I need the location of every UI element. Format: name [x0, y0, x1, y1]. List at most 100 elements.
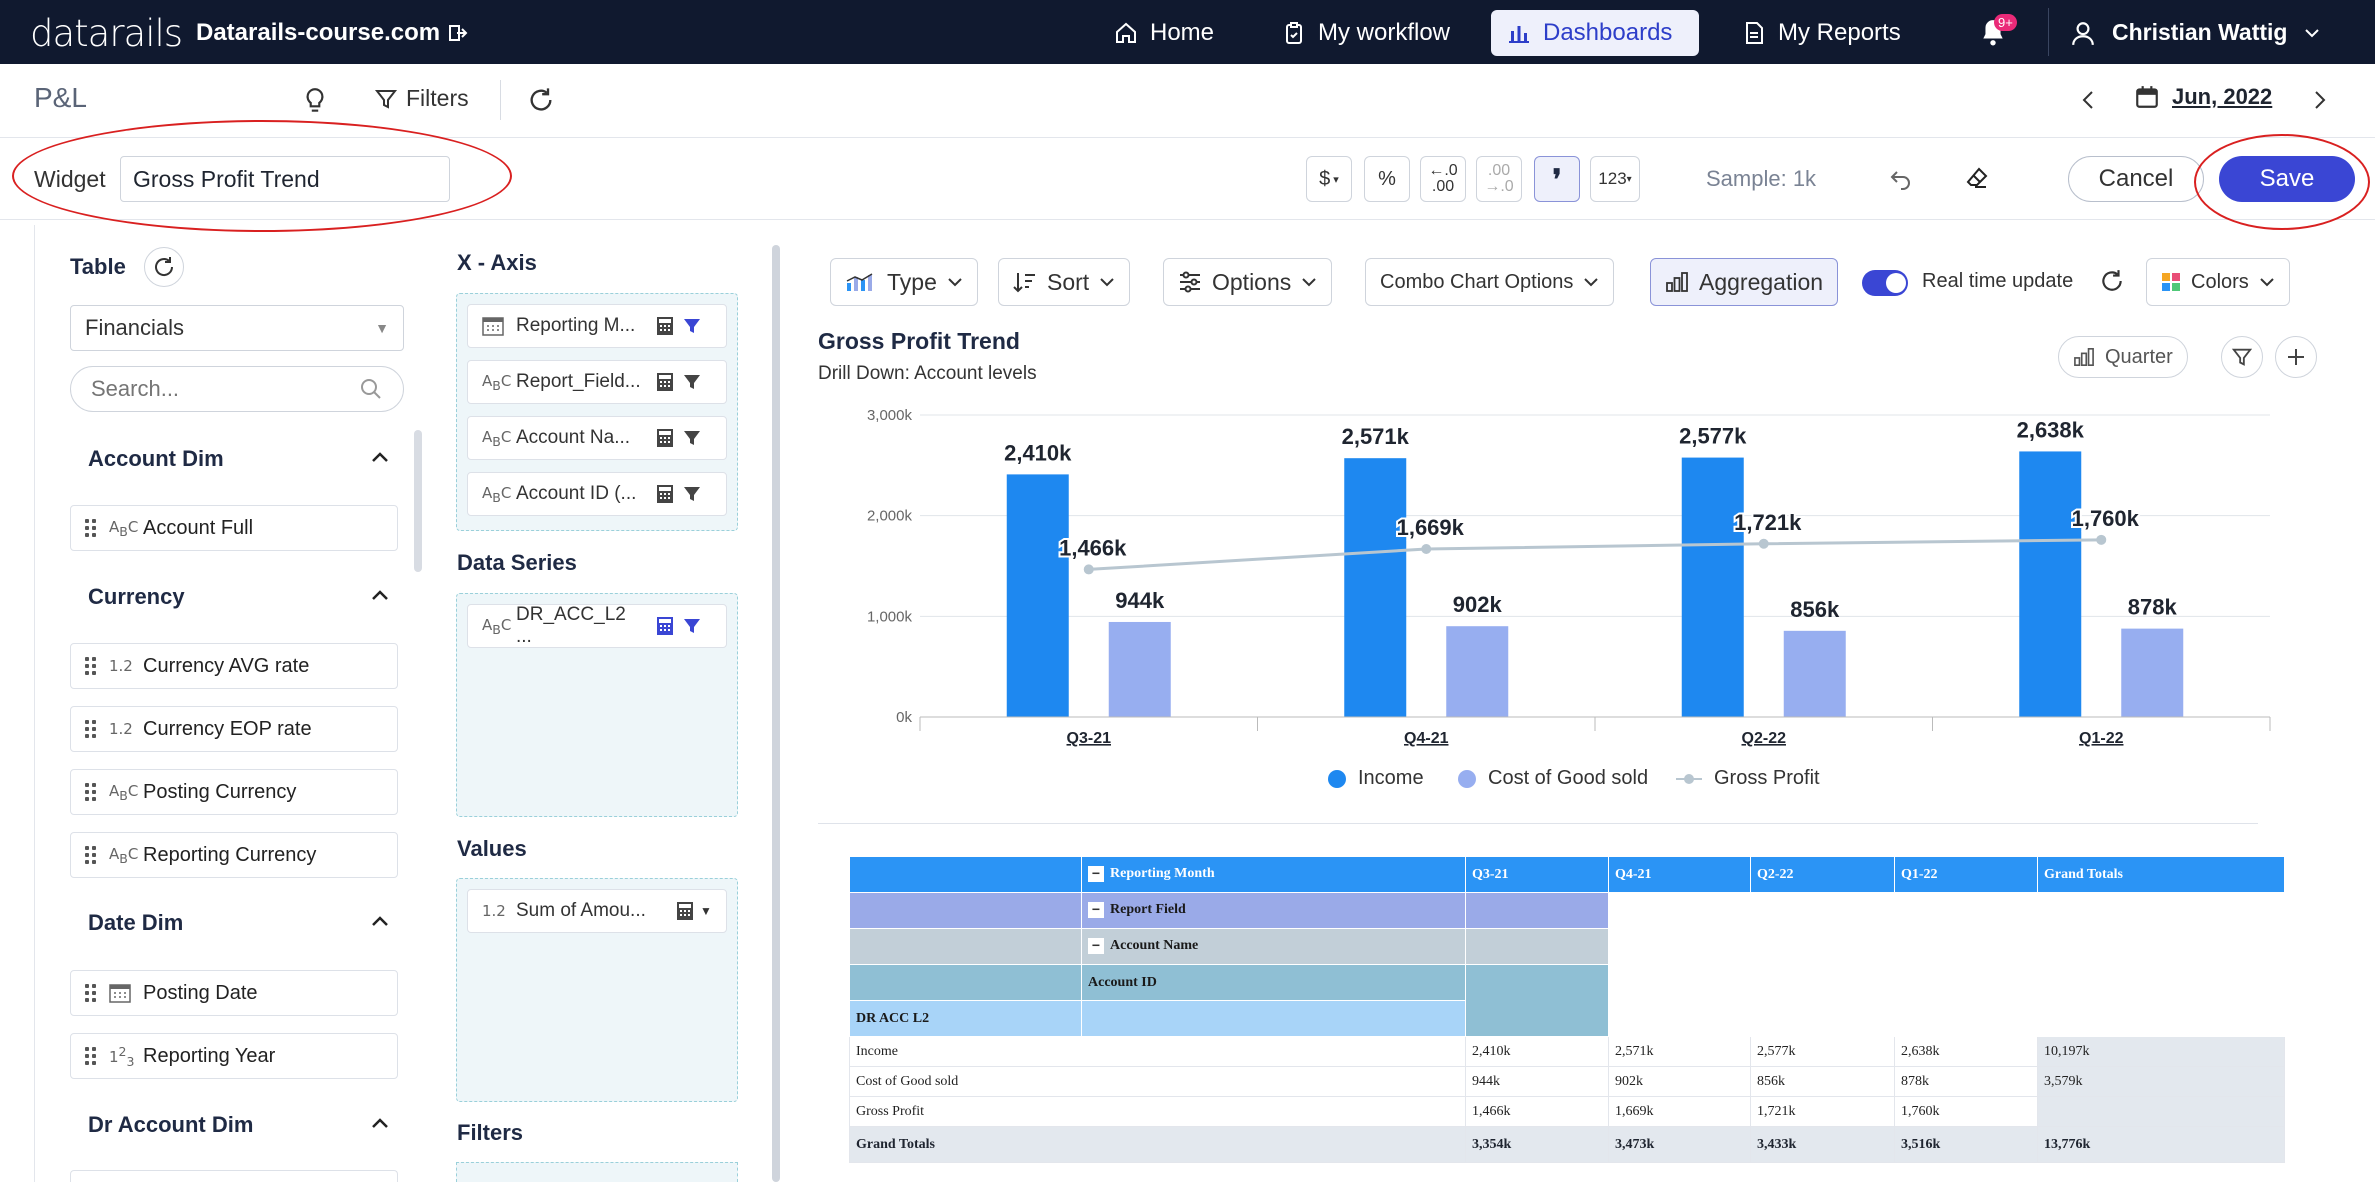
collapse-icon[interactable]: −: [1088, 902, 1104, 919]
table-refresh-button[interactable]: [144, 247, 184, 287]
values-item-sum-of-amount[interactable]: 1.2 Sum of Amou... ▼: [467, 889, 727, 933]
field-account-full[interactable]: ABC Account Full: [70, 505, 398, 551]
type-button[interactable]: Type: [830, 258, 978, 306]
notification-badge: 9+: [1994, 14, 2017, 31]
pivot-header-reporting-month[interactable]: − Reporting Month: [1081, 856, 1466, 893]
calculator-icon[interactable]: [656, 428, 674, 448]
nav-my-reports[interactable]: My Reports: [1726, 10, 1917, 56]
caret-down-icon[interactable]: ▼: [700, 904, 712, 918]
section-account-dim[interactable]: Account Dim: [88, 446, 224, 471]
chevron-up-icon[interactable]: [370, 1114, 390, 1132]
filters-button[interactable]: Filters: [374, 85, 469, 112]
legend-gross-profit[interactable]: Gross Profit: [1676, 767, 1820, 790]
nav-home[interactable]: Home: [1098, 10, 1230, 56]
widget-name-input[interactable]: [120, 156, 450, 202]
drag-handle-icon[interactable]: [85, 519, 96, 537]
clear-button[interactable]: [1964, 166, 1990, 195]
currency-format-button[interactable]: $ ▾: [1306, 156, 1352, 202]
percent-format-button[interactable]: %: [1364, 156, 1410, 202]
pivot-cell: [2037, 1096, 2285, 1127]
drag-handle-icon[interactable]: [85, 657, 96, 675]
chart-filter-button[interactable]: [2221, 336, 2263, 378]
combo-chart-options-button[interactable]: Combo Chart Options: [1365, 258, 1615, 306]
sort-button[interactable]: Sort: [998, 258, 1131, 306]
data-label-income: 2,410k: [1004, 440, 1072, 465]
field-reporting-year[interactable]: 123 Reporting Year: [70, 1033, 398, 1079]
xaxis-dropzone[interactable]: Reporting M... ABC Report_Field... ABC A…: [456, 293, 738, 531]
field-posting-date[interactable]: Posting Date: [70, 970, 398, 1016]
pivot-header-report-field[interactable]: − Report Field: [1081, 892, 1466, 929]
collapse-icon[interactable]: −: [1088, 866, 1104, 883]
xaxis-item-report-field[interactable]: ABC Report_Field...: [467, 360, 727, 404]
aggregation-button[interactable]: Aggregation: [1650, 258, 1839, 306]
prev-date-button[interactable]: [2080, 88, 2098, 117]
panel-scrollbar[interactable]: [772, 245, 780, 1182]
filter-icon[interactable]: [682, 484, 702, 504]
filter-icon[interactable]: [682, 428, 702, 448]
notifications-button[interactable]: 9+: [1980, 14, 2017, 48]
number-format-button[interactable]: 123 ▾: [1590, 156, 1640, 202]
drag-handle-icon[interactable]: [85, 984, 96, 1002]
filter-icon[interactable]: [682, 316, 702, 336]
insights-button[interactable]: [302, 86, 328, 121]
calculator-icon[interactable]: [656, 316, 674, 336]
decrease-decimal-button[interactable]: ←.0 .00: [1420, 156, 1466, 202]
chevron-up-icon[interactable]: [370, 912, 390, 930]
field-currency-avg-rate[interactable]: 1.2 Currency AVG rate: [70, 643, 398, 689]
realtime-toggle[interactable]: [1862, 270, 1908, 296]
chart-add-button[interactable]: [2275, 336, 2317, 378]
colors-button[interactable]: Colors: [2146, 258, 2290, 306]
nav-dashboards[interactable]: Dashboards: [1491, 10, 1699, 56]
xaxis-item-account-id[interactable]: ABC Account ID (...: [467, 472, 727, 516]
datarails-logo[interactable]: datarails: [30, 12, 183, 55]
collapse-icon[interactable]: −: [1088, 938, 1104, 955]
field-reporting-currency[interactable]: ABC Reporting Currency: [70, 832, 398, 878]
chart-refresh-button[interactable]: [2099, 268, 2125, 299]
drag-handle-icon[interactable]: [85, 720, 96, 738]
field-currency-eop-rate[interactable]: 1.2 Currency EOP rate: [70, 706, 398, 752]
values-dropzone[interactable]: 1.2 Sum of Amou... ▼: [456, 878, 738, 1102]
table-select[interactable]: Financials ▼: [70, 305, 404, 351]
legend-income[interactable]: Income: [1328, 767, 1424, 790]
increase-decimal-button[interactable]: .00 →.0: [1476, 156, 1522, 202]
thousand-separator-button[interactable]: ❜: [1534, 156, 1580, 202]
user-menu[interactable]: Christian Wattig: [2070, 19, 2321, 46]
field-partial[interactable]: [70, 1170, 398, 1182]
xaxis-item-reporting-month[interactable]: Reporting M...: [467, 304, 727, 348]
refresh-button[interactable]: [527, 86, 555, 119]
filter-icon[interactable]: [682, 616, 702, 636]
pivot-header-account-name[interactable]: − Account Name: [1081, 928, 1466, 965]
next-date-button[interactable]: [2310, 88, 2328, 117]
legend-cogs[interactable]: Cost of Good sold: [1458, 767, 1648, 790]
nav-my-workflow[interactable]: My workflow: [1266, 10, 1466, 56]
dataseries-item-dr-acc-l2[interactable]: ABC DR_ACC_L2 ...: [467, 604, 727, 648]
date-picker[interactable]: Jun, 2022: [2134, 84, 2272, 110]
text-type-icon: ABC: [482, 371, 512, 393]
field-search[interactable]: [70, 366, 404, 412]
calculator-icon[interactable]: [656, 372, 674, 392]
search-input[interactable]: [91, 376, 331, 402]
section-date-dim[interactable]: Date Dim: [88, 910, 184, 935]
undo-button[interactable]: [1888, 166, 1914, 195]
section-dr-account-dim[interactable]: Dr Account Dim: [88, 1112, 254, 1137]
drag-handle-icon[interactable]: [85, 846, 96, 864]
filters-dropzone[interactable]: [456, 1162, 738, 1182]
field-posting-currency[interactable]: ABC Posting Currency: [70, 769, 398, 815]
chevron-up-icon[interactable]: [370, 586, 390, 604]
domain-name[interactable]: Datarails-course.com: [196, 19, 468, 47]
chevron-up-icon[interactable]: [370, 448, 390, 466]
options-button[interactable]: Options: [1163, 258, 1333, 306]
calculator-icon[interactable]: [656, 616, 674, 636]
xaxis-item-account-name[interactable]: ABC Account Na...: [467, 416, 727, 460]
filter-icon[interactable]: [682, 372, 702, 392]
calculator-icon[interactable]: [676, 901, 694, 921]
drag-handle-icon[interactable]: [85, 783, 96, 801]
section-currency[interactable]: Currency: [88, 584, 185, 609]
save-button[interactable]: Save: [2219, 156, 2355, 202]
calculator-icon[interactable]: [656, 484, 674, 504]
cancel-button[interactable]: Cancel: [2068, 156, 2204, 202]
fields-scrollbar[interactable]: [414, 430, 422, 572]
dataseries-dropzone[interactable]: ABC DR_ACC_L2 ...: [456, 593, 738, 817]
quarter-button[interactable]: Quarter: [2058, 336, 2188, 378]
drag-handle-icon[interactable]: [85, 1047, 96, 1065]
